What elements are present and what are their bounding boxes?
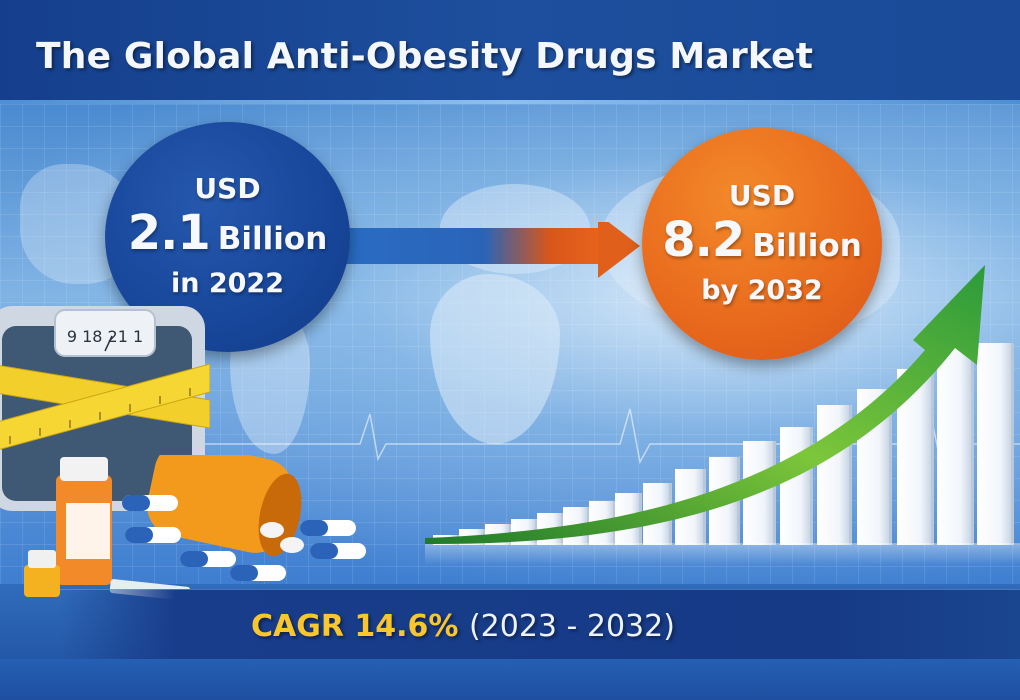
end-currency: USD — [728, 179, 796, 212]
svg-text:9 18 21 1: 9 18 21 1 — [67, 327, 143, 346]
bar — [675, 469, 703, 545]
start-currency: USD — [194, 172, 261, 205]
cagr-band — [60, 589, 1020, 659]
bar — [485, 524, 509, 545]
bar — [857, 389, 889, 545]
end-number: 8.2 — [662, 212, 745, 268]
start-unit: Billion — [217, 221, 328, 257]
start-number: 2.1 — [127, 205, 211, 261]
bar — [937, 345, 971, 545]
bar — [511, 519, 535, 545]
cagr-range: (2023 - 2032) — [468, 609, 675, 644]
bar-reflection — [425, 543, 1020, 565]
cagr-statement: CAGR 14.6% (2023 - 2032) — [251, 609, 675, 644]
bar — [897, 369, 931, 545]
bar — [743, 441, 773, 545]
end-unit: Billion — [752, 228, 862, 264]
capsules-icon — [122, 495, 366, 581]
bar — [977, 343, 1011, 545]
bar — [817, 405, 849, 545]
page-title: The Global Anti-Obesity Drugs Market — [36, 36, 814, 77]
weighing-scale-icon: 9 18 21 1 — [0, 306, 210, 511]
small-pill-bottle — [56, 457, 112, 585]
bar — [709, 457, 737, 545]
cagr-label: CAGR 14.6% — [251, 609, 459, 644]
bar — [643, 483, 669, 545]
transition-arrow-icon — [340, 222, 640, 278]
footer-band — [0, 659, 1020, 700]
bar — [537, 513, 561, 545]
bar — [615, 493, 639, 545]
medication-illustration — [24, 455, 366, 601]
orange-pill-bottle-tipped — [147, 455, 302, 557]
growth-bar-chart — [425, 265, 1020, 565]
start-period: in 2022 — [170, 268, 285, 299]
header-band: The Global Anti-Obesity Drugs Market — [0, 0, 1020, 104]
bar — [780, 427, 810, 545]
measuring-tape-icon — [0, 363, 210, 450]
bar — [563, 507, 587, 545]
bar — [589, 501, 613, 545]
